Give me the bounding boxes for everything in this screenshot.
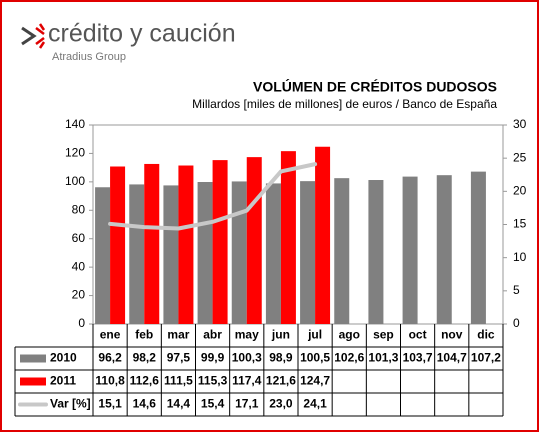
- bar: [300, 181, 316, 324]
- legend-label: 2010: [50, 351, 77, 365]
- bar: [436, 175, 452, 324]
- x-tick-label: may: [235, 328, 259, 342]
- table-value: 111,5: [164, 374, 193, 388]
- y2-tick-label: 25: [513, 150, 527, 164]
- table-value: 124,7: [300, 374, 330, 388]
- x-tick-label: jun: [271, 328, 290, 342]
- y2-tick-label: 30: [513, 117, 527, 131]
- brand-tagline: Atradius Group: [52, 51, 126, 63]
- bar: [178, 165, 194, 324]
- bar: [246, 157, 262, 324]
- table-value: 23,0: [269, 397, 293, 411]
- table-value: 14,6: [133, 397, 157, 411]
- table-value: 110,8: [95, 374, 125, 388]
- bar: [315, 146, 331, 324]
- x-tick-label: ago: [339, 328, 360, 342]
- x-tick-label: sep: [373, 328, 394, 342]
- table-value: 107,2: [471, 351, 501, 365]
- table-value: 104,7: [437, 351, 467, 365]
- y-tick-label: 40: [72, 259, 86, 273]
- bar: [212, 160, 228, 324]
- chart-title: VOLÚMEN DE CRÉDITOS DUDOSOS: [253, 78, 497, 95]
- bar: [197, 181, 213, 324]
- x-tick-label: dic: [477, 328, 495, 342]
- table-value: 96,2: [98, 351, 122, 365]
- table-value: 103,7: [403, 351, 433, 365]
- bar: [470, 171, 486, 324]
- bar: [95, 187, 111, 324]
- table-value: 101,3: [368, 351, 398, 365]
- bar: [144, 163, 160, 324]
- table-value: 24,1: [303, 397, 327, 411]
- bar: [110, 166, 126, 324]
- table-value: 100,5: [300, 351, 330, 365]
- logo: [21, 23, 46, 49]
- table-value: 100,3: [232, 351, 262, 365]
- line: [108, 162, 318, 231]
- y-tick-label: 140: [65, 117, 85, 131]
- bar: [129, 184, 145, 324]
- table-value: 17,1: [235, 397, 259, 411]
- bar: [231, 181, 247, 324]
- bar: [163, 185, 179, 324]
- y-tick-label: 60: [72, 231, 86, 245]
- bar: [280, 151, 296, 324]
- table-value: 15,4: [201, 397, 225, 411]
- x-tick-label: abr: [203, 328, 222, 342]
- table-value: 97,5: [167, 351, 191, 365]
- y2-tick-label: 5: [513, 283, 520, 297]
- y2-tick-label: 15: [513, 217, 527, 231]
- logo-arrow: [21, 26, 37, 46]
- table-value: 112,6: [130, 374, 160, 388]
- table-value: 98,9: [269, 351, 293, 365]
- table-value: 117,4: [232, 374, 262, 388]
- y-tick-label: 100: [65, 174, 85, 188]
- logo-rays: [35, 23, 46, 49]
- legend-label: Var [%]: [50, 397, 91, 411]
- x-tick-label: mar: [167, 328, 189, 342]
- table-value: 99,9: [201, 351, 225, 365]
- x-tick-label: ene: [100, 328, 121, 342]
- x-tick-label: jul: [307, 328, 322, 342]
- x-tick-label: nov: [441, 328, 463, 342]
- y-tick-label: 80: [72, 202, 86, 216]
- x-tick-label: oct: [409, 328, 427, 342]
- y-tick-label: 120: [65, 146, 85, 160]
- y2-tick-label: 20: [513, 184, 527, 198]
- y-tick-label: 0: [78, 316, 85, 330]
- bar: [334, 178, 350, 324]
- legend-swatch: [20, 354, 46, 363]
- table-value: 14,4: [167, 397, 191, 411]
- table-value: 15,1: [98, 397, 122, 411]
- bar: [265, 183, 281, 324]
- brand-name: crédito y caución: [48, 20, 236, 48]
- y2-tick-label: 0: [513, 316, 520, 330]
- table-value: 98,2: [133, 351, 157, 365]
- legend-swatch: [20, 377, 46, 386]
- y2-tick-label: 10: [513, 250, 527, 264]
- table-value: 115,3: [198, 374, 228, 388]
- y-tick-label: 20: [72, 288, 86, 302]
- legend-label: 2011: [50, 374, 76, 388]
- bar: [368, 180, 384, 324]
- table-value: 121,6: [266, 374, 296, 388]
- table-value: 102,6: [334, 351, 364, 365]
- chart-subtitle: Millardos [miles de millones] de euros /…: [192, 97, 497, 111]
- x-tick-label: feb: [135, 328, 153, 342]
- bar: [402, 176, 418, 324]
